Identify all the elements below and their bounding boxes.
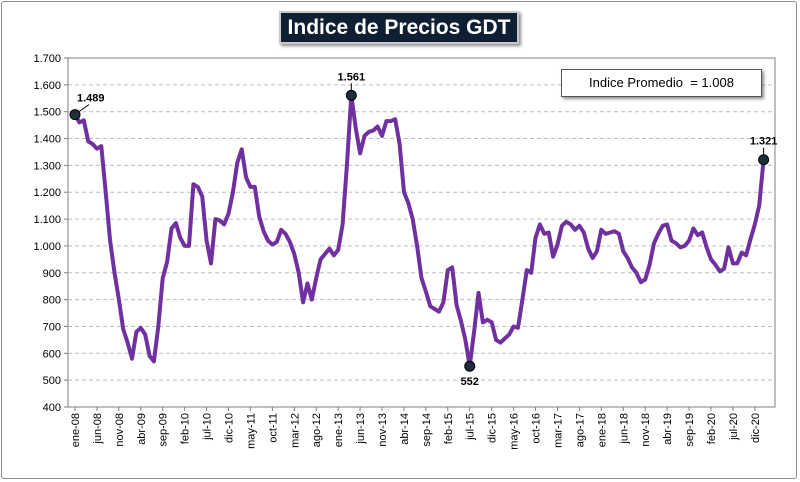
x-tick-label: nov-18 xyxy=(640,413,652,447)
y-axis-ticks: 400 500 600 700 800 900 1.000 1.100 1.200 1.300 1.… xyxy=(33,53,68,414)
y-tick-label: 1.600 xyxy=(33,80,61,92)
x-tick-label: sep-09 xyxy=(158,413,170,447)
series-line xyxy=(73,93,766,369)
y-tick-label: 1.100 xyxy=(33,214,61,226)
x-tick-label: feb-20 xyxy=(706,413,718,444)
annotation-marker xyxy=(69,109,81,121)
x-tick-label: sep-19 xyxy=(684,413,696,447)
annotation-label: 1.321 xyxy=(750,136,778,148)
annotation-label: 1.561 xyxy=(338,71,366,83)
y-tick-label: 1.700 xyxy=(33,53,61,65)
x-tick-label: jun-18 xyxy=(618,413,630,445)
x-tick-label: ene-13 xyxy=(333,413,345,447)
y-tick-label: 1.500 xyxy=(33,107,61,119)
x-tick-label: abr-19 xyxy=(662,413,674,445)
x-tick-label: mar-12 xyxy=(289,413,301,448)
x-tick-label: oct-11 xyxy=(267,413,279,443)
annotation-marker xyxy=(464,360,476,372)
x-tick-label: jun-08 xyxy=(92,413,104,445)
annotation-label: 1.489 xyxy=(77,93,105,105)
x-tick-label: dic-10 xyxy=(224,413,236,443)
y-tick-label: 1.000 xyxy=(33,241,61,253)
x-tick-label: dic-20 xyxy=(750,413,762,443)
y-tick-label: 400 xyxy=(43,402,61,414)
annotation-marker xyxy=(345,89,357,101)
x-tick-label: abr-09 xyxy=(136,413,148,445)
y-tick-label: 1.200 xyxy=(33,187,61,199)
x-tick-label: jun-13 xyxy=(355,413,367,445)
x-tick-label: nov-13 xyxy=(377,413,389,447)
average-index-box: Indice Promedio = 1.008 xyxy=(561,69,762,97)
y-tick-label: 900 xyxy=(43,268,61,280)
x-tick-label: may-16 xyxy=(509,413,521,450)
annotation-leader xyxy=(78,104,90,113)
x-tick-label: feb-15 xyxy=(443,413,455,444)
y-tick-label: 500 xyxy=(43,375,61,387)
annotations: 1.489 1.561 552 1.321 xyxy=(69,71,778,388)
x-tick-label: dic-15 xyxy=(487,413,499,443)
x-tick-label: nov-08 xyxy=(114,413,126,447)
y-tick-label: 600 xyxy=(43,348,61,360)
y-tick-label: 1.400 xyxy=(33,134,61,146)
x-tick-label: ene-08 xyxy=(70,413,82,447)
x-tick-label: jul-20 xyxy=(728,413,740,441)
annotation-label: 552 xyxy=(461,376,479,388)
x-tick-label: ene-18 xyxy=(596,413,608,447)
y-tick-label: 1.300 xyxy=(33,160,61,172)
x-tick-label: may-11 xyxy=(245,413,257,449)
x-tick-label: jul-10 xyxy=(202,413,214,441)
x-tick-label: sep-14 xyxy=(421,413,433,447)
x-tick-label: jul-15 xyxy=(465,413,477,441)
x-tick-label: oct-16 xyxy=(531,413,543,444)
x-tick-label: ago-17 xyxy=(574,413,586,447)
y-tick-label: 700 xyxy=(43,321,61,333)
x-tick-label: mar-17 xyxy=(552,413,564,448)
x-axis-ticks: ene-08 jun-08 nov-08 abr-09 sep-09 feb-10 jul-… xyxy=(70,407,762,450)
chart-title: Indice de Precios GDT xyxy=(279,11,519,44)
annotation-marker xyxy=(758,154,770,166)
x-tick-label: ago-12 xyxy=(311,413,323,447)
x-tick-label: feb-10 xyxy=(180,413,192,444)
series-layer xyxy=(73,93,766,369)
x-tick-label: abr-14 xyxy=(399,413,411,445)
y-tick-label: 800 xyxy=(43,295,61,307)
